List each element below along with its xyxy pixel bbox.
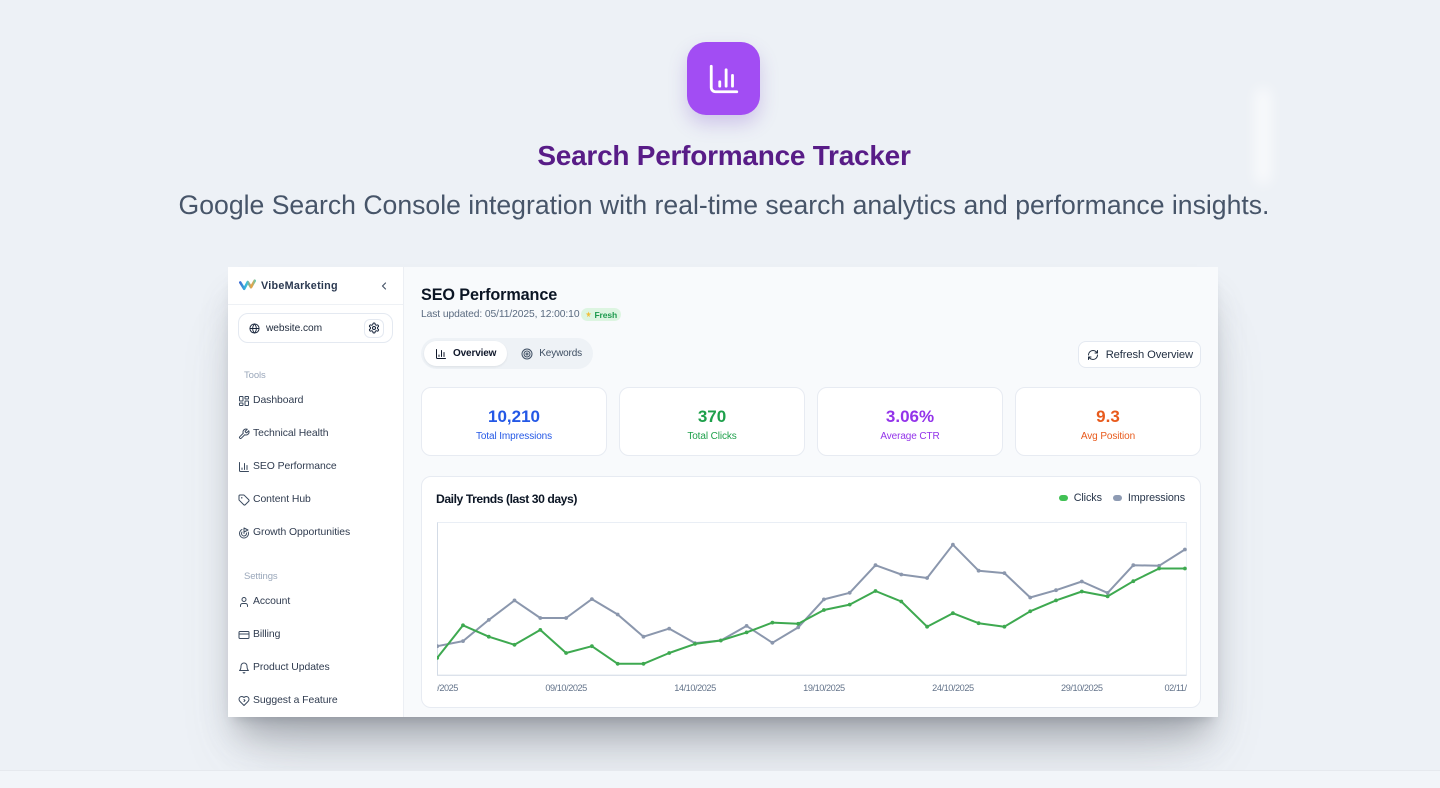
svg-text:19/10/2025: 19/10/2025 [803, 683, 845, 693]
svg-text:14/10/2025: 14/10/2025 [674, 683, 716, 693]
svg-text:02/11/2025: 02/11/2025 [1164, 683, 1187, 693]
svg-text:24/10/2025: 24/10/2025 [932, 683, 974, 693]
svg-text:29/10/2025: 29/10/2025 [1061, 683, 1103, 693]
svg-text:09/10/2025: 09/10/2025 [545, 683, 587, 693]
svg-text:04/10/2025: 04/10/2025 [437, 683, 458, 693]
